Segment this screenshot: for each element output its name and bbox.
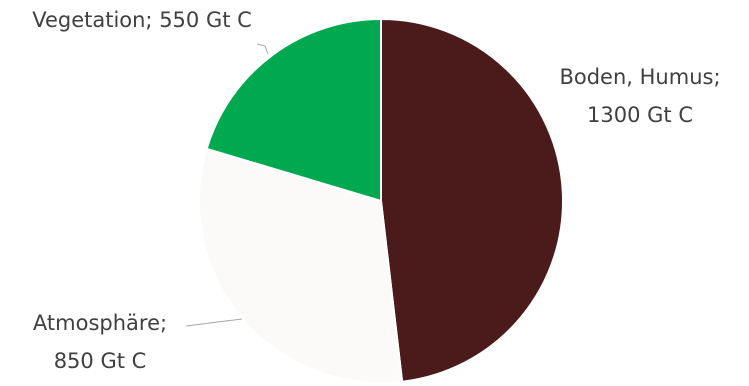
- data-label-line: Vegetation; 550 Gt C: [32, 8, 252, 32]
- pie-slices: [199, 19, 563, 383]
- data-label-line: 850 Gt C: [54, 349, 147, 373]
- data-label: Atmosphäre; 850 Gt C: [33, 311, 167, 373]
- data-label-line: Atmosphäre;: [33, 311, 167, 335]
- leader-line: [186, 319, 242, 326]
- leader-line: [257, 44, 268, 54]
- data-label: Boden, Humus; 1300 Gt C: [559, 65, 720, 127]
- data-label-line: 1300 Gt C: [587, 103, 693, 127]
- pie-slice-boden-humus: [381, 19, 563, 382]
- data-label: Vegetation; 550 Gt C: [32, 8, 252, 32]
- data-label-line: Boden, Humus;: [559, 65, 720, 89]
